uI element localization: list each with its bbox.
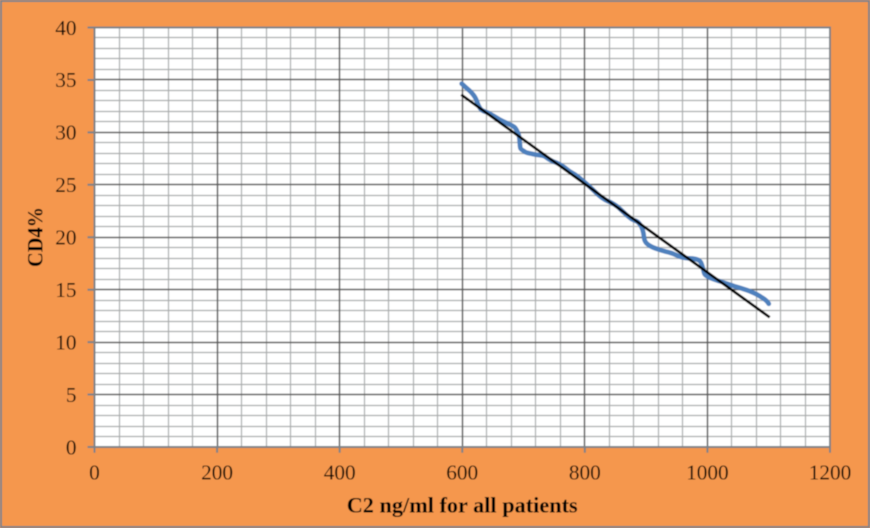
svg-text:200: 200 xyxy=(201,460,233,484)
svg-text:30: 30 xyxy=(55,121,76,145)
svg-text:5: 5 xyxy=(66,383,77,407)
svg-text:800: 800 xyxy=(569,460,601,484)
svg-text:600: 600 xyxy=(446,460,478,484)
svg-text:0: 0 xyxy=(89,460,100,484)
svg-text:20: 20 xyxy=(55,226,76,250)
svg-text:1000: 1000 xyxy=(686,460,729,484)
svg-text:15: 15 xyxy=(55,278,76,302)
svg-text:10: 10 xyxy=(55,330,76,354)
svg-text:0: 0 xyxy=(66,435,77,459)
svg-text:35: 35 xyxy=(55,68,76,92)
svg-text:1200: 1200 xyxy=(809,460,852,484)
svg-text:C2 ng/ml for all patients: C2 ng/ml for all patients xyxy=(347,492,578,517)
svg-text:CD4%: CD4% xyxy=(22,207,47,267)
svg-text:25: 25 xyxy=(55,173,76,197)
svg-text:40: 40 xyxy=(55,16,76,40)
svg-text:400: 400 xyxy=(324,460,356,484)
